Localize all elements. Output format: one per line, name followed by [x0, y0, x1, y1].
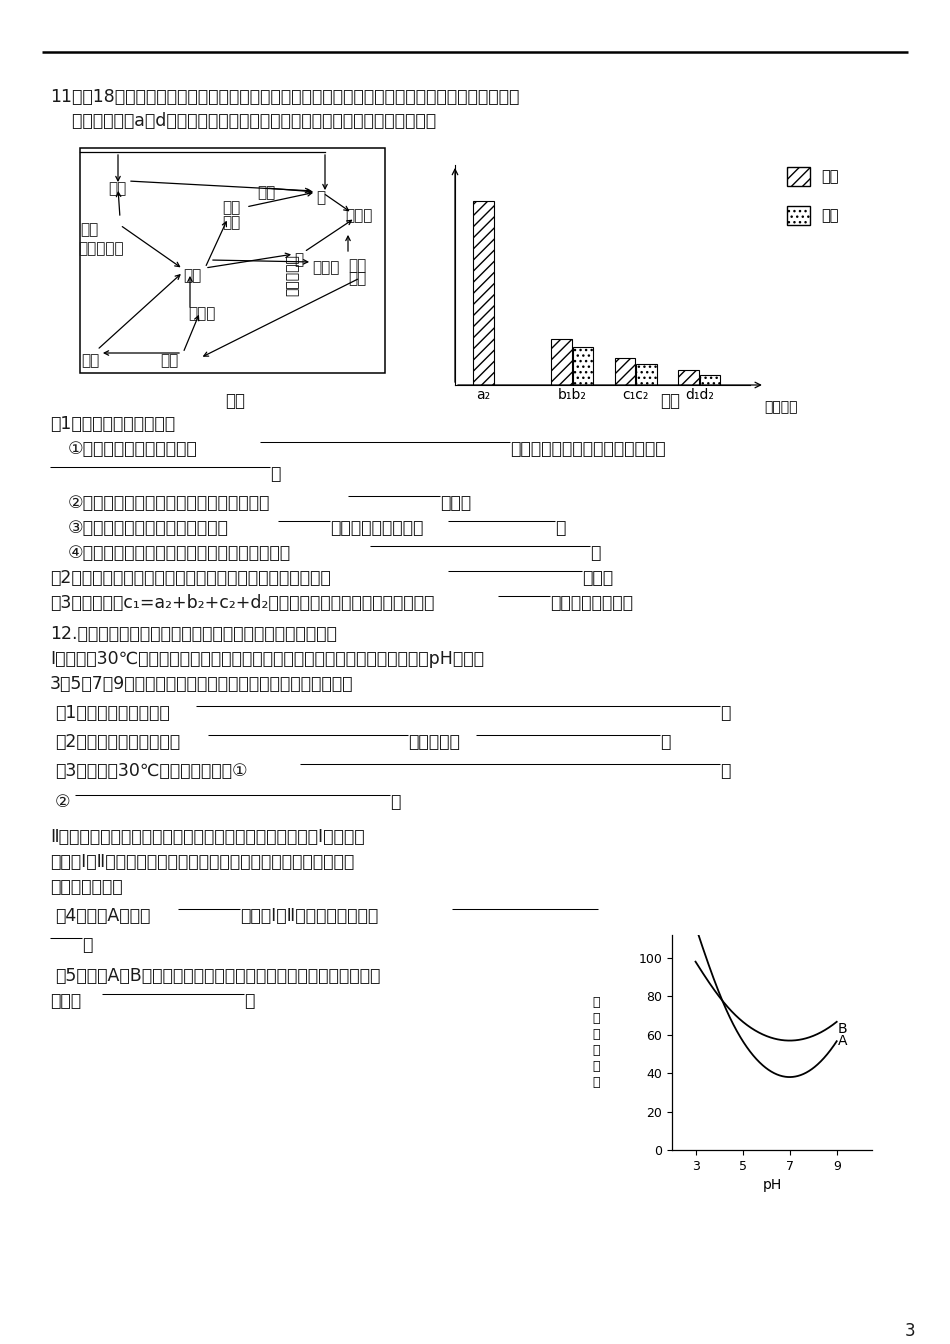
- Text: 芦荻: 芦荻: [222, 215, 240, 230]
- Text: 定实验Ⅰ、Ⅱ中过氧化氢在相同时间内的含量变化，绘制成右图所示: 定实验Ⅰ、Ⅱ中过氧化氢在相同时间内的含量变化，绘制成右图所示: [50, 853, 354, 871]
- Text: ④如果鱼类大量死亡，分解者的数量变化情况是: ④如果鱼类大量死亡，分解者的数量变化情况是: [68, 544, 291, 562]
- Text: 。: 。: [390, 793, 400, 810]
- Text: 人: 人: [316, 190, 325, 206]
- Text: 图乙: 图乙: [660, 392, 680, 410]
- Bar: [700, 375, 720, 384]
- Text: （用字母表示）。: （用字母表示）。: [550, 594, 633, 612]
- Text: ③图甲中有水草参与的食物链共有: ③图甲中有水草参与的食物链共有: [68, 519, 229, 538]
- Text: 。: 。: [660, 732, 671, 751]
- Text: （选填Ⅰ或Ⅱ）的结果，理由是: （选填Ⅰ或Ⅱ）的结果，理由是: [240, 907, 378, 925]
- Text: 。: 。: [82, 935, 92, 954]
- Text: 3、5、7、9的试管中，结果每一支试管都产生气体。请回答：: 3、5、7、9的试管中，结果每一支试管都产生气体。请回答：: [50, 675, 353, 694]
- Text: 。: 。: [555, 519, 565, 538]
- Text: 式图。图乙中a～d表示藻类和鲤鱼能量流动过程中，不同去向能量的相对值。: 式图。图乙中a～d表示藻类和鲤鱼能量流动过程中，不同去向能量的相对值。: [50, 112, 436, 130]
- Bar: [80, 148, 385, 374]
- Text: 芦蒿: 芦蒿: [222, 200, 240, 215]
- Text: （3）实验在30℃下进行的原因是①: （3）实验在30℃下进行的原因是①: [55, 762, 248, 780]
- Text: 11．（18分）图甲表示含有大量藻类、底层水草及挺水植物（芦蒿、香莲）的新型池塘生态系统模: 11．（18分）图甲表示含有大量藻类、底层水草及挺水植物（芦蒿、香莲）的新型池塘…: [50, 87, 520, 106]
- Text: 藻类: 藻类: [80, 222, 98, 237]
- Text: （5）曲线A和B中，过氧化氢的含量的最低点位于横坐标同一位置的: （5）曲线A和B中，过氧化氢的含量的最低点位于横坐标同一位置的: [55, 966, 380, 985]
- Text: 原因是: 原因是: [50, 992, 81, 1009]
- Bar: [573, 347, 594, 384]
- Text: Ⅰ：在温度30℃的条件下，取等量提取液分别加到四支盛有等量过氧化氢溶液、pH分别为: Ⅰ：在温度30℃的条件下，取等量提取液分别加到四支盛有等量过氧化氢溶液、pH分别…: [50, 650, 484, 668]
- Bar: [473, 200, 494, 384]
- Text: 过
氧
化
氢
含
量: 过 氧 化 氢 含 量: [592, 996, 599, 1089]
- Text: 空心菜: 空心菜: [312, 259, 339, 276]
- Text: 现象。: 现象。: [440, 495, 471, 512]
- Text: A: A: [838, 1035, 847, 1048]
- Text: （1）该实验的课题是：: （1）该实验的课题是：: [55, 704, 170, 722]
- Text: ；: ；: [720, 762, 731, 780]
- Text: ，因变量是: ，因变量是: [408, 732, 460, 751]
- Text: （2）该实验中的自变量是: （2）该实验中的自变量是: [55, 732, 180, 751]
- Text: ②水生植物的分布体现了群落空间结构中的: ②水生植物的分布体现了群落空间结构中的: [68, 495, 271, 512]
- Text: （具体）光合作用固定的太阳能和: （具体）光合作用固定的太阳能和: [510, 439, 666, 458]
- Text: 虫类: 虫类: [81, 353, 99, 368]
- Text: 细菌: 细菌: [348, 258, 367, 273]
- Text: 3: 3: [904, 1322, 915, 1340]
- Text: 。: 。: [244, 992, 255, 1009]
- Bar: [615, 358, 636, 384]
- Text: 猪: 猪: [294, 253, 303, 267]
- Text: 水草: 水草: [160, 353, 179, 368]
- Text: 鲤鱼: 鲤鱼: [108, 181, 126, 196]
- Text: ②: ②: [55, 793, 70, 810]
- Text: （4）曲线A是实验: （4）曲线A是实验: [55, 907, 150, 925]
- Text: 条。人和猪的关系是: 条。人和猪的关系是: [330, 519, 424, 538]
- Text: 苜蓿草: 苜蓿草: [188, 306, 216, 321]
- Text: （2）从生态学原理上看，利用粪尿种植蘑菇这一实例体现了: （2）从生态学原理上看，利用粪尿种植蘑菇这一实例体现了: [50, 569, 331, 587]
- Bar: [636, 364, 656, 384]
- Text: （3）若图乙中c₁=a₂+b₂+c₂+d₂，则从藻类到鲤鱼的能量传递效率为: （3）若图乙中c₁=a₂+b₂+c₂+d₂，则从藻类到鲤鱼的能量传递效率为: [50, 594, 434, 612]
- Text: 原理。: 原理。: [582, 569, 613, 587]
- Text: 。: 。: [590, 544, 600, 562]
- Bar: [678, 371, 698, 384]
- Text: 鲢鱼、鲫鱼: 鲢鱼、鲫鱼: [78, 241, 124, 255]
- Text: 香莲: 香莲: [257, 185, 276, 200]
- Text: ①输入该生态系统的能量是: ①输入该生态系统的能量是: [68, 439, 198, 458]
- Text: 。: 。: [270, 465, 280, 482]
- Text: 图甲: 图甲: [225, 392, 245, 410]
- Text: 12.某同学将马铃薯磨碎、过滤得到提取液进行了三次实验：: 12.某同学将马铃薯磨碎、过滤得到提取液进行了三次实验：: [50, 625, 337, 642]
- Text: 粪尿菇: 粪尿菇: [345, 208, 372, 223]
- Legend: 藻类, 鲤鱼: 藻类, 鲤鱼: [781, 161, 846, 231]
- Text: 草鱼: 草鱼: [183, 267, 201, 284]
- Text: 能量相对值: 能量相对值: [286, 254, 300, 296]
- Bar: [551, 339, 572, 384]
- Text: B: B: [838, 1023, 847, 1036]
- Text: 曲线，请回答：: 曲线，请回答：: [50, 878, 123, 896]
- Text: Ⅱ：将加入四支试管中的马铃薯提取液的量减半，重复实验Ⅰ。分别测: Ⅱ：将加入四支试管中的马铃薯提取液的量减半，重复实验Ⅰ。分别测: [50, 828, 365, 845]
- Text: 。: 。: [720, 704, 731, 722]
- X-axis label: pH: pH: [762, 1179, 782, 1192]
- Text: （1）根据图甲回答问题。: （1）根据图甲回答问题。: [50, 415, 175, 433]
- Text: 能量去向: 能量去向: [765, 401, 798, 414]
- Text: 分解: 分解: [348, 271, 367, 286]
